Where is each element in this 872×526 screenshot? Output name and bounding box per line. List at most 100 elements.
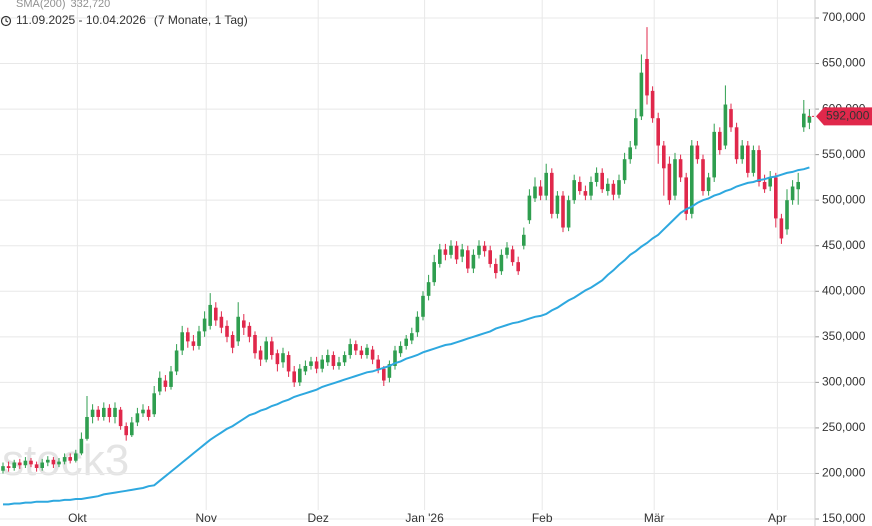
candle-body bbox=[482, 245, 487, 252]
candle-body bbox=[96, 409, 100, 417]
candle-body bbox=[46, 459, 50, 463]
candle-body bbox=[118, 409, 123, 427]
candle-body bbox=[29, 460, 33, 465]
y-tick-label: 400,000 bbox=[822, 283, 866, 297]
candle-body bbox=[34, 464, 39, 468]
candle-body bbox=[253, 334, 257, 354]
candle-body bbox=[673, 159, 677, 196]
candle-body bbox=[566, 200, 571, 228]
candle-body bbox=[393, 350, 397, 366]
y-tick-label: 650,000 bbox=[822, 56, 866, 70]
candle-body bbox=[12, 462, 16, 468]
candle-body bbox=[600, 172, 604, 190]
candle-body bbox=[802, 113, 806, 128]
candle-body bbox=[650, 90, 655, 119]
x-tick-label: Nov bbox=[196, 511, 217, 525]
candle-body bbox=[762, 181, 767, 190]
candle-body bbox=[695, 145, 700, 160]
candle-body bbox=[169, 371, 173, 387]
candle-body bbox=[130, 422, 134, 436]
candle-body bbox=[18, 462, 22, 466]
candle-body bbox=[678, 159, 683, 178]
last-price-label: 592,000 bbox=[826, 109, 870, 123]
candle-body bbox=[729, 109, 733, 128]
candle-body bbox=[281, 353, 285, 363]
candle-body bbox=[79, 438, 84, 454]
candle-body bbox=[337, 362, 341, 366]
y-tick-label: 550,000 bbox=[822, 147, 866, 161]
candle-body bbox=[225, 325, 229, 337]
indicator-legend: SMA(200) 332,720 bbox=[16, 0, 110, 10]
candle-body bbox=[768, 177, 772, 187]
grid bbox=[0, 0, 815, 520]
candle-body bbox=[617, 180, 621, 195]
candle-body bbox=[1, 466, 5, 471]
candle-body bbox=[583, 191, 588, 196]
candle-body bbox=[320, 359, 324, 369]
candle-body bbox=[522, 234, 526, 246]
candle-body bbox=[460, 249, 464, 257]
indicator-value: 332,720 bbox=[71, 0, 111, 10]
candle-body bbox=[606, 183, 610, 192]
candle-body bbox=[555, 195, 560, 214]
candle-body bbox=[113, 407, 117, 417]
candle-body bbox=[415, 316, 420, 333]
candle-body bbox=[214, 307, 218, 321]
candle-body bbox=[359, 350, 364, 356]
candle-body bbox=[219, 316, 224, 328]
candle-body bbox=[494, 263, 498, 274]
clock-icon bbox=[0, 15, 12, 27]
clock-hand bbox=[5, 18, 9, 23]
candle-body bbox=[382, 368, 386, 381]
candle-body bbox=[74, 453, 78, 461]
candle-body bbox=[785, 200, 789, 230]
candle-body bbox=[326, 355, 330, 363]
candle-body bbox=[779, 218, 784, 239]
candle-body bbox=[236, 316, 240, 342]
candle-body bbox=[572, 180, 576, 201]
candle-body bbox=[303, 365, 308, 372]
candle-body bbox=[264, 341, 268, 360]
y-tick-label: 200,000 bbox=[822, 466, 866, 480]
candle-body bbox=[718, 131, 722, 151]
candle-body bbox=[102, 407, 106, 417]
candle-body bbox=[774, 177, 778, 219]
candle-body bbox=[712, 131, 716, 178]
candle-body bbox=[550, 172, 554, 214]
candle-body bbox=[387, 364, 392, 378]
candle-body bbox=[247, 325, 252, 337]
candle-body bbox=[68, 457, 72, 461]
y-tick-label: 300,000 bbox=[822, 375, 866, 389]
candle-body bbox=[510, 249, 515, 263]
candle-body bbox=[589, 181, 593, 196]
candle-body bbox=[757, 150, 761, 182]
x-tick-label: Apr bbox=[768, 511, 787, 525]
candle-body bbox=[331, 355, 336, 366]
candle-body bbox=[667, 163, 672, 201]
indicator-name: SMA(200) bbox=[16, 0, 66, 10]
candle-body bbox=[443, 249, 448, 255]
candle-body bbox=[488, 250, 492, 264]
candle-body bbox=[309, 361, 313, 366]
candle-body bbox=[242, 320, 246, 328]
candle-body bbox=[270, 341, 274, 356]
y-tick-label: 700,000 bbox=[822, 10, 866, 24]
candle-body bbox=[426, 282, 431, 296]
candle-body bbox=[404, 338, 408, 346]
candle-body bbox=[314, 361, 319, 369]
candle-body bbox=[174, 350, 179, 372]
last-price-tag bbox=[816, 107, 872, 126]
y-tick-label: 350,000 bbox=[822, 329, 866, 343]
candle-body bbox=[516, 262, 520, 272]
candle-body bbox=[135, 413, 140, 423]
candle-body bbox=[527, 195, 532, 221]
x-tick-label: Okt bbox=[68, 511, 87, 525]
candle-body bbox=[6, 466, 11, 468]
candle-body bbox=[230, 334, 235, 348]
period-text: (7 Monate, 1 Tag) bbox=[154, 13, 248, 27]
candle-body bbox=[398, 345, 403, 354]
candle-body bbox=[578, 181, 582, 192]
candle-body bbox=[365, 347, 369, 356]
candle-body bbox=[499, 254, 504, 272]
